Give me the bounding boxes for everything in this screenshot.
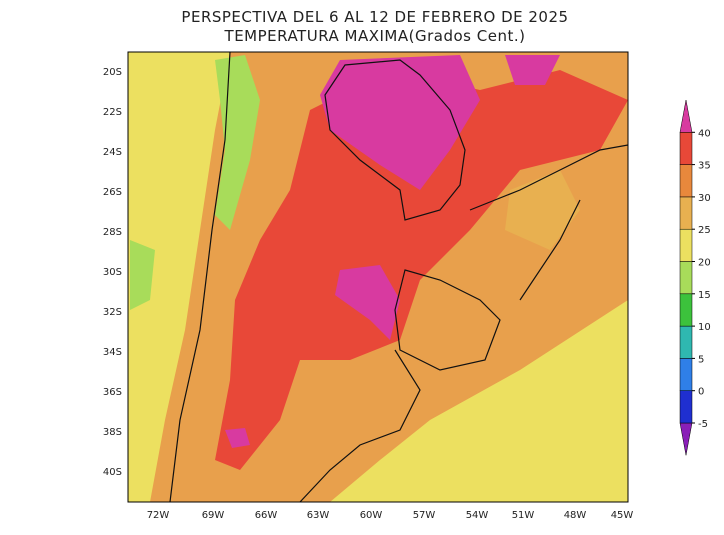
colorbar-band: [679, 358, 693, 391]
latitude-label: 36S: [103, 387, 122, 398]
colorbar: -5 0 5 10 15 20 25 30 35 40: [679, 99, 711, 456]
latitude-label: 38S: [103, 427, 122, 438]
colorbar-band: [679, 132, 693, 165]
longitude-label: 48W: [564, 510, 587, 521]
latitude-label: 30S: [103, 267, 122, 278]
colorbar-label: 30: [698, 193, 711, 204]
latitude-label: 32S: [103, 307, 122, 318]
longitude-label: 60W: [360, 510, 383, 521]
colorbar-label: 35: [698, 161, 711, 172]
title-line: TEMPERATURA MAXIMA(Grados Cent.): [224, 27, 526, 45]
latitude-labels: 20S 22S 24S 26S 28S 30S 32S 34S 36S 38S 40S: [103, 67, 122, 478]
colorbar-band: [679, 228, 693, 262]
longitude-labels: 72W 69W 66W 63W 60W 57W 54W 51W 48W 45W: [147, 510, 634, 521]
colorbar-band: [679, 196, 693, 230]
colorbar-band: [679, 99, 693, 133]
colorbar-label: 15: [698, 290, 711, 301]
colorbar-label: 0: [698, 387, 704, 398]
longitude-label: 51W: [512, 510, 535, 521]
longitude-label: 45W: [611, 510, 634, 521]
map-frame: [127, 51, 629, 503]
colorbar-label: 40: [698, 128, 711, 139]
colorbar-band: [679, 293, 693, 327]
latitude-label: 20S: [103, 67, 122, 78]
colorbar-label: 20: [698, 258, 711, 269]
longitude-label: 69W: [202, 510, 225, 521]
colorbar-band: [679, 261, 693, 295]
latitude-label: 26S: [103, 187, 122, 198]
colorbar-band: [679, 164, 693, 198]
latitude-label: 22S: [103, 107, 122, 118]
colorbar-label: -5: [698, 419, 708, 430]
colorbar-band: [679, 422, 693, 456]
colorbar-band: [679, 390, 693, 424]
map-field: [128, 52, 628, 502]
colorbar-band: [679, 325, 693, 359]
longitude-label: 57W: [413, 510, 436, 521]
longitude-label: 72W: [147, 510, 170, 521]
colorbar-label: 5: [698, 354, 704, 365]
colorbar-label: 25: [698, 225, 711, 236]
latitude-label: 34S: [103, 347, 122, 358]
longitude-label: 66W: [255, 510, 278, 521]
longitude-label: 63W: [307, 510, 330, 521]
latitude-label: 24S: [103, 147, 122, 158]
title-line: PERSPECTIVA DEL 6 AL 12 DE FEBRERO DE 20…: [181, 8, 568, 26]
latitude-label: 40S: [103, 467, 122, 478]
longitude-label: 54W: [466, 510, 489, 521]
latitude-label: 28S: [103, 227, 122, 238]
colorbar-label: 10: [698, 322, 711, 333]
